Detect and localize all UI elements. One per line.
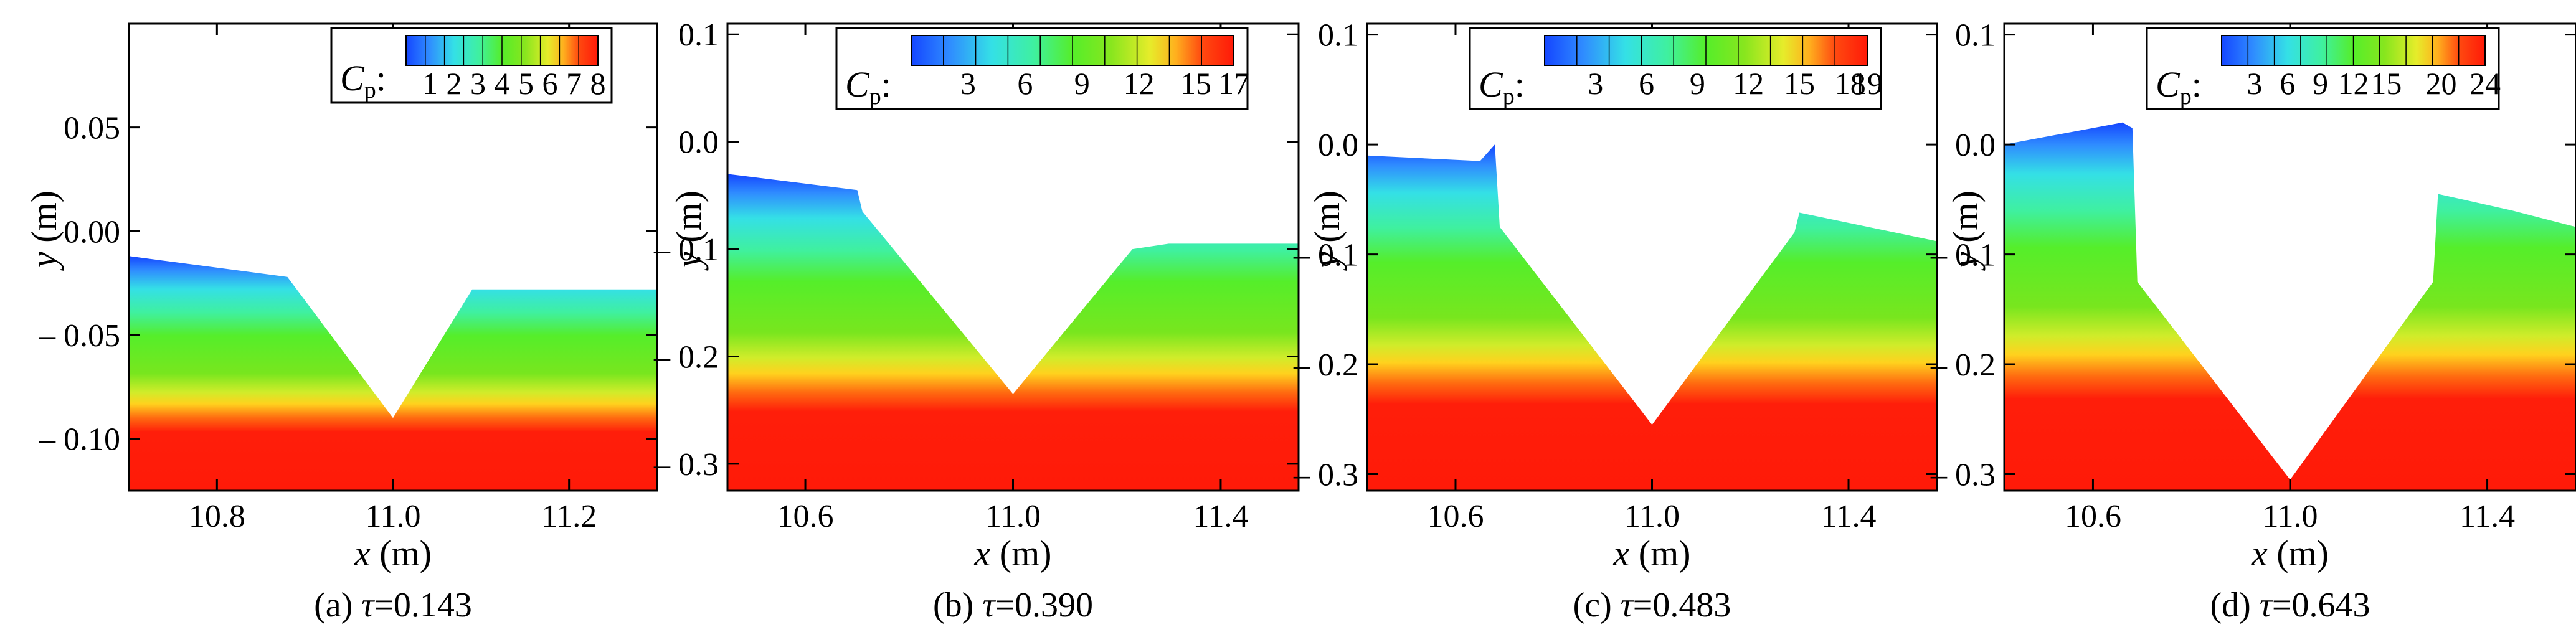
x-axis-label: x (m) <box>974 533 1052 573</box>
colorbar-tick-label: 17 <box>1218 66 1249 101</box>
x-tick-label: 11.4 <box>1821 499 1876 534</box>
colorbar-tick-label: 9 <box>1690 66 1705 101</box>
y-tick-label: 0.0 <box>1318 128 1358 163</box>
x-tick-label: 11.0 <box>2262 499 2318 534</box>
y-tick-label: – 0.3 <box>1293 458 1358 493</box>
panel-caption: (c) τ=0.483 <box>1573 586 1731 625</box>
x-tick-label: 10.6 <box>2065 499 2121 534</box>
colorbar-tick-label: 9 <box>2313 66 2328 101</box>
colorbar-tick-label: 1 <box>422 66 438 101</box>
pressure-field <box>129 256 657 491</box>
x-axis-label: x (m) <box>1613 533 1691 573</box>
colorbar-title: Cp: <box>2156 64 2202 110</box>
y-tick-label: 0.0 <box>678 125 719 161</box>
pressure-field <box>2004 122 2576 491</box>
colorbar-tick-label: 6 <box>2280 66 2295 101</box>
y-tick-label: – 0.1 <box>1293 238 1358 273</box>
panel-2: 10.6 11.0 11.4 0.1 0.0 – 0.1 – 0.2 – 0.3 x (m) y … <box>1293 18 1938 625</box>
colorbar-tick-label: 12 <box>1733 66 1764 101</box>
x-axis-label: x (m) <box>2251 533 2329 573</box>
panel-1: 10.6 11.0 11.4 0.1 0.0 – 0.1 – 0.2 – 0.3 x (m) y … <box>653 17 1300 625</box>
colorbar-tick-label: 15 <box>2370 66 2402 101</box>
colorbar-title: Cp: <box>1479 64 1525 110</box>
y-tick-label: 0.00 <box>64 214 120 250</box>
y-tick-label: – 0.2 <box>653 339 719 375</box>
panel-caption: (b) τ=0.390 <box>933 586 1093 625</box>
colorbar-tick-label: 4 <box>495 66 510 101</box>
colorbar-tick-label: 3 <box>960 66 976 101</box>
panel-caption: (a) τ=0.143 <box>314 586 472 625</box>
y-axis-label: y (m) <box>668 191 709 271</box>
y-tick-label: – 0.3 <box>653 447 719 483</box>
y-tick-label: – 0.1 <box>653 232 719 268</box>
x-tick-label: 11.0 <box>365 499 420 534</box>
colorbar-tick-label: 20 <box>2426 66 2457 101</box>
x-axis-label: x (m) <box>354 533 432 573</box>
y-tick-label: 0.1 <box>678 17 719 53</box>
colorbar-tick-label: 6 <box>1017 66 1033 101</box>
colorbar-tick-label: 5 <box>518 66 534 101</box>
y-tick-label: 0.1 <box>1955 18 1996 54</box>
colorbar-tick-label: 2 <box>447 66 462 101</box>
y-tick-label: – 0.10 <box>39 422 120 458</box>
colorbar-tick-label: 15 <box>1784 66 1815 101</box>
y-tick-label: 0.0 <box>1955 128 1996 163</box>
y-tick-label: 0.1 <box>1318 18 1358 54</box>
colorbar-tick-label: 3 <box>1588 66 1603 101</box>
x-tick-label: 11.4 <box>1193 499 1248 534</box>
x-tick-label: 11.0 <box>985 499 1041 534</box>
panel-3: 10.6 11.0 11.4 0.1 0.0 – 0.1 – 0.2 – 0.3 x (m) y … <box>1930 18 2576 625</box>
x-tick-label: 10.6 <box>777 499 834 534</box>
x-tick-label: 11.4 <box>2460 499 2515 534</box>
colorbar-title: Cp: <box>845 64 891 110</box>
colorbar-title: Cp: <box>340 58 386 103</box>
colorbar-tick-label: 19 <box>1852 66 1883 101</box>
colorbar-tick-label: 24 <box>2469 66 2501 101</box>
x-tick-label: 11.2 <box>541 499 597 534</box>
y-axis-label: y (m) <box>24 191 64 271</box>
colorbar-tick-label: 15 <box>1180 66 1211 101</box>
pressure-field <box>727 174 1299 491</box>
y-axis-label: y (m) <box>1945 191 1986 271</box>
panel-caption: (d) τ=0.643 <box>2210 586 2370 625</box>
y-tick-label: – 0.1 <box>1930 238 1996 273</box>
colorbar-tick-label: 8 <box>590 66 606 101</box>
colorbar-tick-label: 18 <box>1835 66 1866 101</box>
panel-0: 10.8 11.0 11.2 0.05 0.00 – 0.05 – 0.10 x (m) y (… <box>24 22 658 625</box>
y-tick-label: – 0.2 <box>1930 347 1996 383</box>
y-tick-label: – 0.2 <box>1293 347 1358 383</box>
colorbar-tick-label: 6 <box>542 66 558 101</box>
y-tick-label: – 0.3 <box>1930 458 1996 493</box>
y-axis-label: y (m) <box>1307 191 1347 271</box>
y-tick-label: – 0.05 <box>39 318 120 354</box>
pressure-field <box>1367 144 1937 491</box>
colorbar-tick-label: 7 <box>566 66 582 101</box>
colorbar-tick-label: 9 <box>1074 66 1090 101</box>
colorbar-tick-label: 6 <box>1639 66 1654 101</box>
colorbar-tick-label: 3 <box>2247 66 2262 101</box>
colorbar-tick-label: 12 <box>1124 66 1155 101</box>
x-tick-label: 10.8 <box>189 499 245 534</box>
y-tick-label: 0.05 <box>64 111 120 146</box>
colorbar-tick-label: 12 <box>2338 66 2369 101</box>
x-tick-label: 10.6 <box>1427 499 1484 534</box>
colorbar-tick-label: 3 <box>470 66 486 101</box>
x-tick-label: 11.0 <box>1624 499 1680 534</box>
